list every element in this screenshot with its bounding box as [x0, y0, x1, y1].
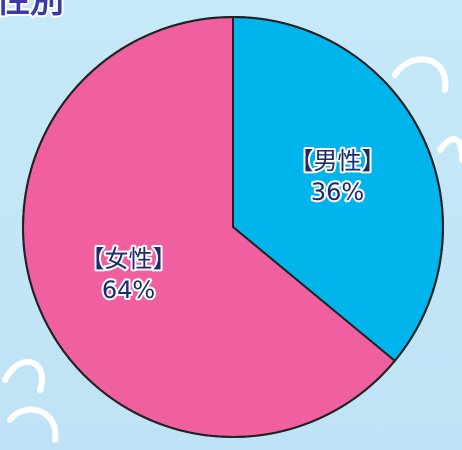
slice-category-label: 【女性】	[80, 245, 176, 273]
pie	[23, 17, 443, 437]
chart-title: 性別	[0, 0, 64, 21]
page: 性別 【男性】 36% 【女性】 64%	[0, 0, 462, 450]
chart: 性別 【男性】 36% 【女性】 64%	[0, 0, 462, 450]
slice-value-label: 36%	[311, 178, 364, 206]
slice-value-label: 64%	[102, 276, 155, 304]
slice-category-label: 【男性】	[290, 147, 386, 175]
